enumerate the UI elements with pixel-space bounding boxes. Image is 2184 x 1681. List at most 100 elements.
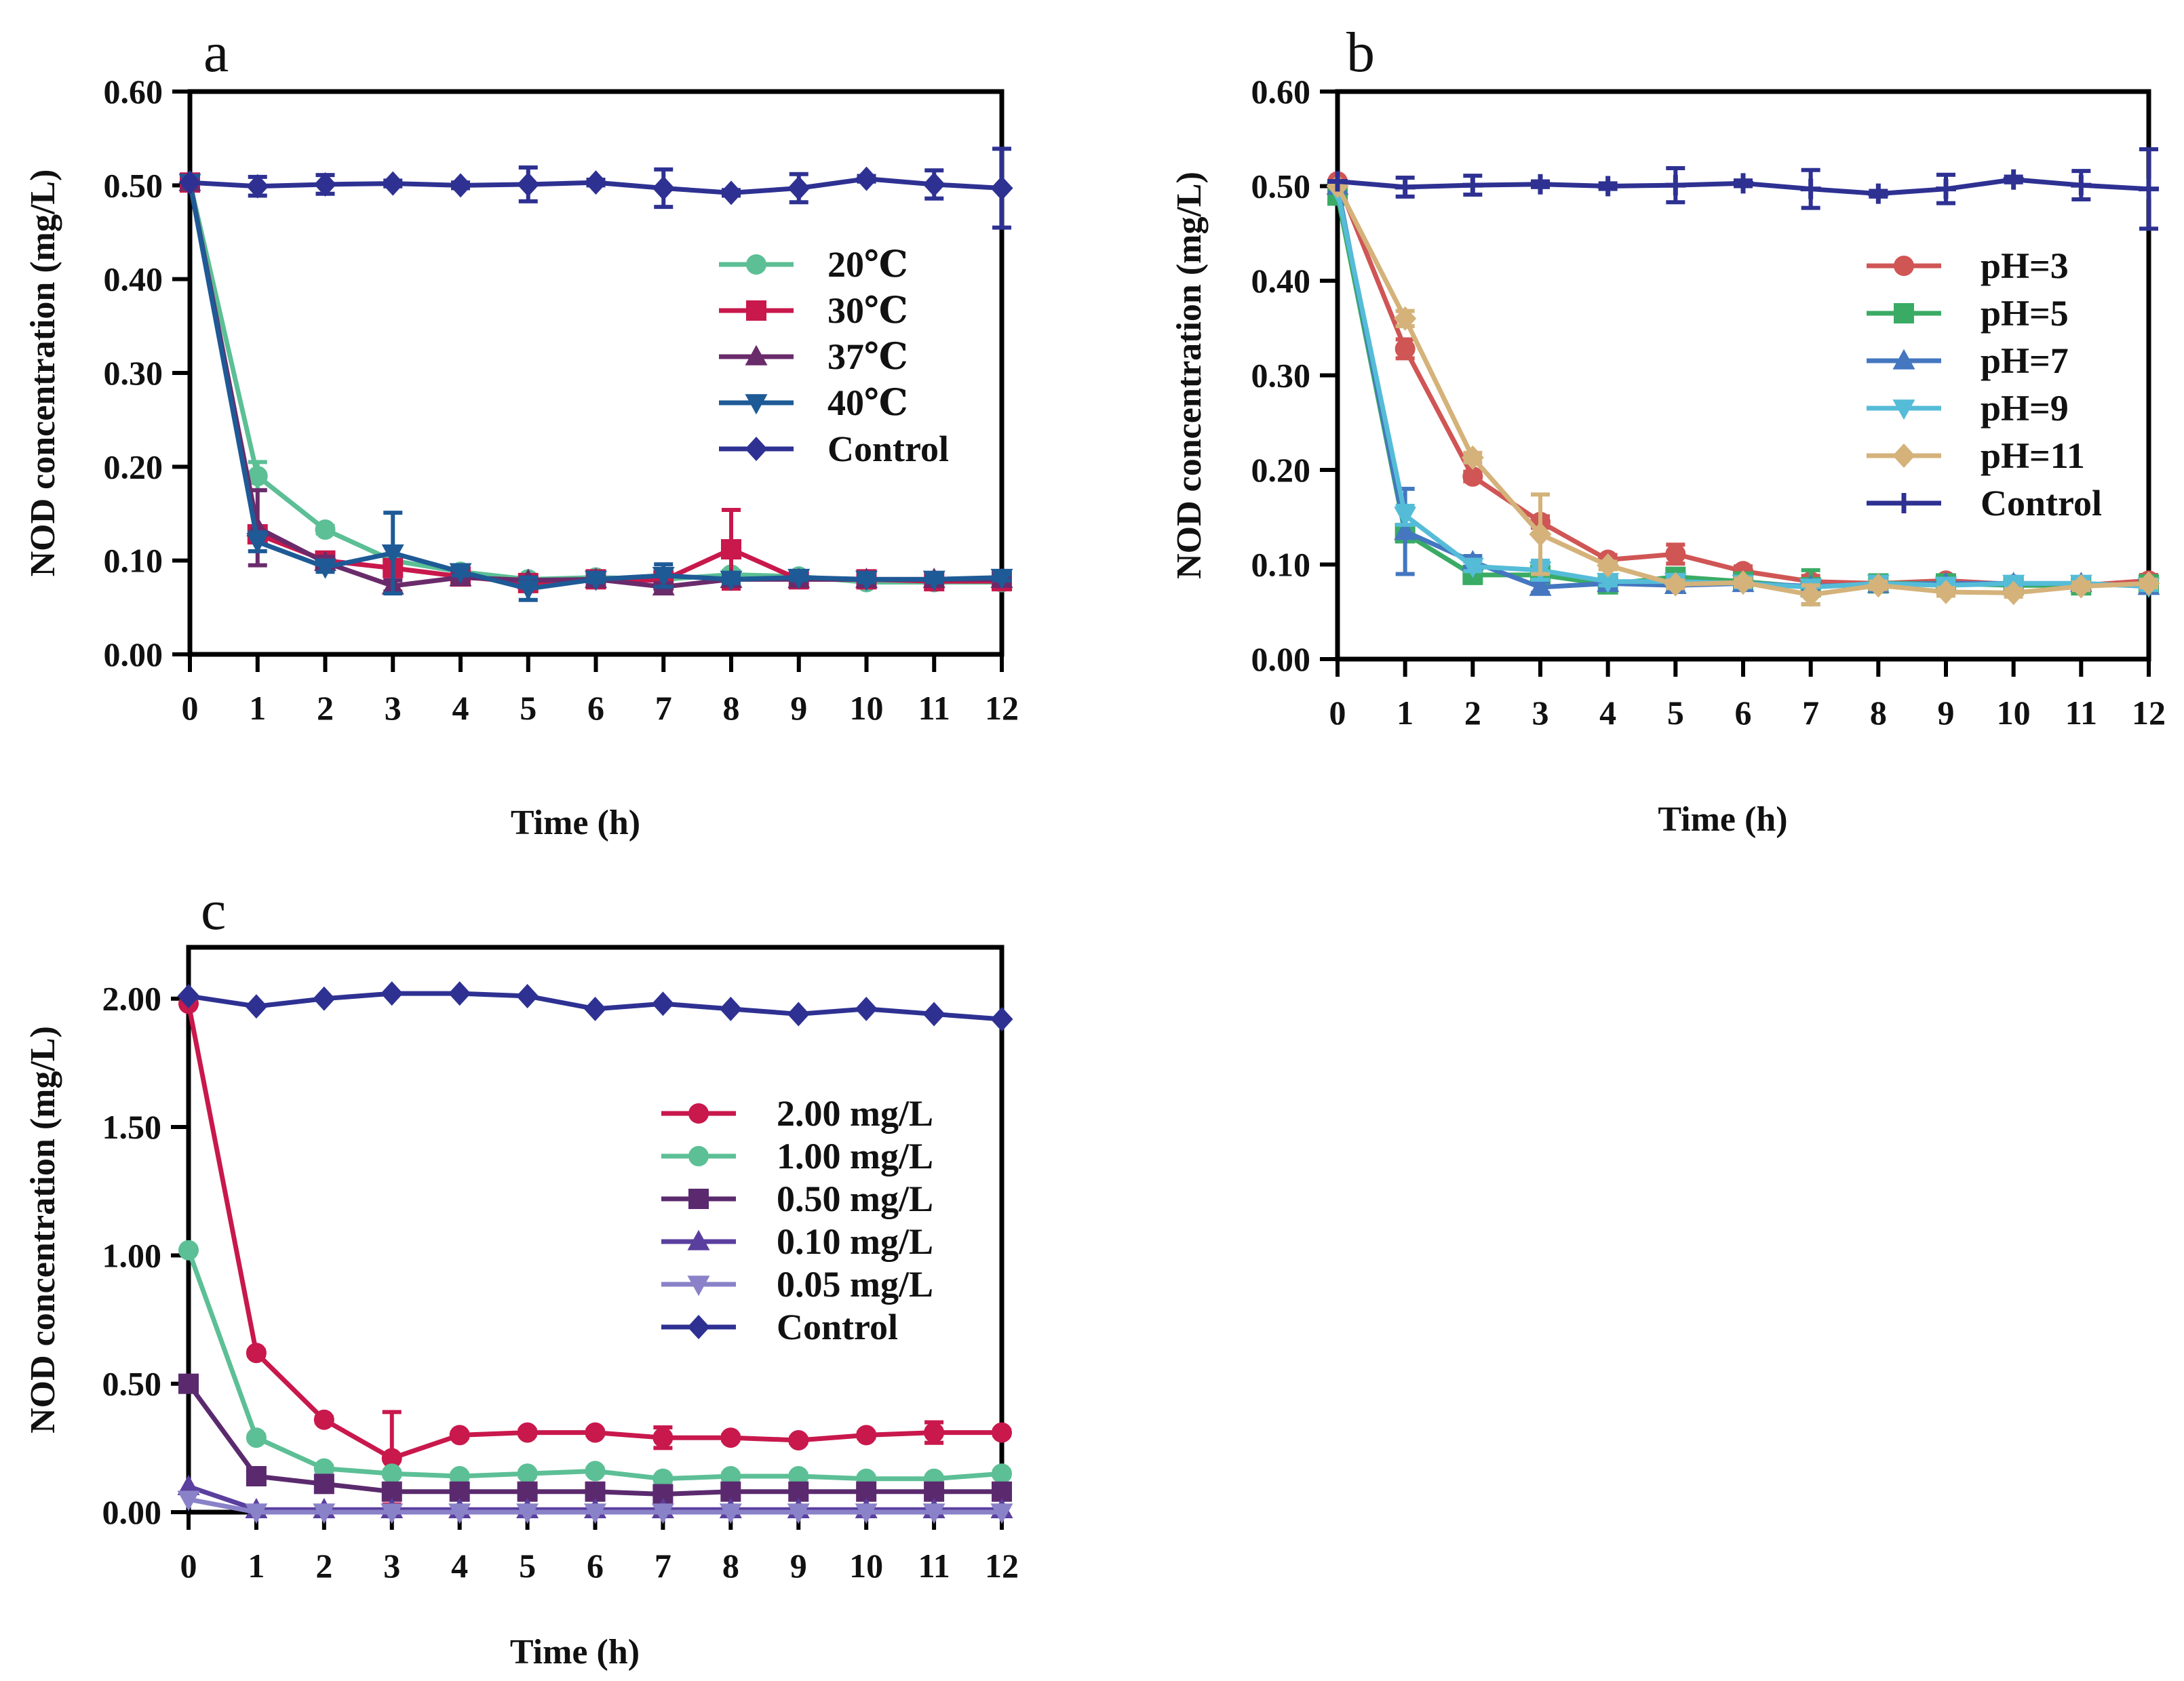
panel-letter: a	[203, 21, 229, 84]
data-point	[177, 983, 200, 1008]
legend-marker	[745, 437, 768, 461]
y-tick-label: 0.10	[104, 542, 163, 580]
legend-marker	[746, 300, 766, 321]
data-point	[381, 1463, 402, 1484]
legend-label: 0.05 mg/L	[777, 1264, 933, 1305]
data-point	[992, 1422, 1012, 1443]
data-point	[922, 1503, 945, 1524]
legend-label: 1.00 mg/L	[777, 1136, 933, 1176]
legend: 20℃ 30℃ 37℃ 40℃ Control	[719, 244, 949, 469]
x-tick-label: 3	[383, 1547, 400, 1585]
data-point	[2002, 580, 2025, 606]
y-tick-label: 0.30	[104, 354, 163, 392]
data-point	[1462, 175, 1483, 196]
x-tick-label: 1	[249, 689, 266, 727]
y-tick-label: 0.50	[102, 1365, 162, 1403]
data-point	[652, 1468, 674, 1489]
data-point	[517, 1422, 538, 1443]
y-axis-title: NOD concentration (mg/L)	[1170, 172, 1209, 579]
legend-marker	[1892, 399, 1915, 420]
y-tick-label: 1.00	[102, 1236, 162, 1274]
x-tick-label: 0	[180, 1547, 197, 1585]
data-point	[1868, 183, 1889, 204]
data-point	[585, 1461, 606, 1482]
data-point	[1800, 178, 1821, 199]
legend-marker	[687, 1229, 710, 1250]
x-tick-label: 3	[1532, 694, 1549, 732]
legend-label: Control	[777, 1307, 898, 1347]
data-point	[1664, 572, 1687, 597]
x-tick-label: 2	[317, 689, 334, 727]
data-point	[2071, 175, 2092, 196]
data-point	[2069, 574, 2092, 599]
data-point	[1799, 582, 1822, 608]
legend-marker	[687, 1275, 710, 1297]
data-point	[2139, 178, 2159, 199]
y-tick-label: 0.50	[104, 166, 163, 204]
data-point	[381, 1503, 404, 1524]
data-point	[856, 1425, 877, 1446]
x-tick-label: 12	[2132, 694, 2166, 732]
legend-label: pH=11	[1981, 435, 2085, 476]
legend-marker	[745, 394, 768, 415]
data-point	[855, 166, 878, 191]
data-point	[177, 1474, 200, 1495]
data-point	[246, 533, 269, 554]
data-point	[1597, 572, 1620, 593]
x-tick-label: 7	[655, 689, 672, 727]
x-tick-label: 5	[520, 689, 537, 727]
x-tick-label: 4	[451, 1547, 468, 1585]
legend-marker	[1892, 443, 1915, 468]
legend-marker	[1894, 303, 1914, 323]
data-point	[585, 170, 607, 195]
x-tick-label: 12	[985, 689, 1019, 727]
data-point	[855, 996, 878, 1021]
x-tick-label: 7	[655, 1547, 671, 1585]
series-3	[178, 174, 1013, 602]
data-point	[2003, 169, 2024, 190]
legend-label: 37℃	[827, 336, 908, 377]
legend-label: pH=5	[1981, 293, 2069, 334]
panel-c: c0.000.501.001.502.000 1 2 3 4 5 6 7 8 9 10 11 12Tim…	[24, 879, 1019, 1672]
series-line	[1335, 180, 2149, 588]
data-point	[516, 983, 539, 1008]
data-point	[719, 1503, 742, 1524]
data-point	[245, 994, 268, 1019]
x-tick-label: 5	[1667, 694, 1684, 732]
data-point	[247, 466, 268, 487]
data-point	[381, 981, 404, 1006]
y-tick-label: 1.50	[102, 1108, 162, 1146]
data-point	[922, 570, 945, 591]
x-tick-label: 9	[790, 689, 807, 727]
panel-b: b0.000.100.200.300.400.500.600 1 2 3 4 5 6 7 8 9 1…	[1170, 21, 2166, 839]
data-point	[449, 1425, 470, 1446]
x-tick-label: 9	[790, 1547, 807, 1585]
data-point	[1394, 519, 1417, 540]
x-tick-label: 4	[1599, 694, 1616, 732]
data-point	[990, 176, 1013, 201]
x-tick-label: 4	[452, 689, 469, 727]
legend-marker	[745, 344, 768, 365]
y-tick-label: 0.50	[1251, 167, 1311, 205]
panel-letter: b	[1346, 21, 1375, 84]
x-tick-label: 11	[918, 689, 950, 727]
data-point	[720, 1465, 741, 1486]
data-point	[1665, 175, 1686, 196]
legend-label: Control	[827, 429, 949, 469]
legend-label: pH=7	[1981, 340, 2069, 381]
panel-a: a0.000.100.200.300.400.500.600 1 2 3 4 5 6 7 8 9 1…	[24, 21, 1019, 842]
data-point	[787, 1002, 810, 1027]
x-axis-title: Time (h)	[1658, 800, 1787, 839]
data-point	[449, 173, 472, 198]
data-point	[313, 1458, 334, 1479]
data-point	[1395, 338, 1416, 359]
data-point	[1461, 557, 1484, 578]
data-point	[922, 1002, 945, 1027]
data-point	[516, 1503, 539, 1524]
legend-label: 2.00 mg/L	[777, 1093, 933, 1134]
data-point	[990, 568, 1013, 589]
legend-marker	[746, 254, 766, 275]
x-tick-label: 2	[315, 1547, 332, 1585]
data-point	[787, 568, 811, 589]
